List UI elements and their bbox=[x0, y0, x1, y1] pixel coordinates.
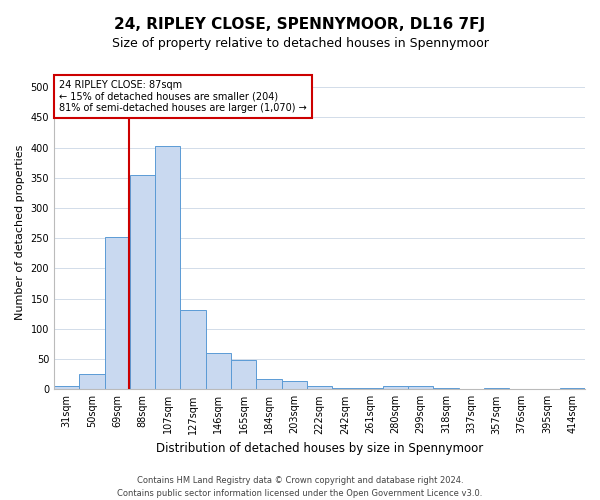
Y-axis label: Number of detached properties: Number of detached properties bbox=[15, 144, 25, 320]
Bar bbox=[560, 388, 585, 390]
Bar bbox=[458, 388, 484, 390]
Bar bbox=[130, 174, 155, 390]
Bar bbox=[358, 388, 383, 390]
Text: Size of property relative to detached houses in Spennymoor: Size of property relative to detached ho… bbox=[112, 38, 488, 51]
Bar bbox=[383, 386, 408, 390]
Bar bbox=[181, 310, 206, 390]
Bar bbox=[231, 360, 256, 390]
Bar bbox=[408, 386, 433, 390]
Bar bbox=[281, 381, 307, 390]
Text: Contains HM Land Registry data © Crown copyright and database right 2024.
Contai: Contains HM Land Registry data © Crown c… bbox=[118, 476, 482, 498]
Text: 24 RIPLEY CLOSE: 87sqm
← 15% of detached houses are smaller (204)
81% of semi-de: 24 RIPLEY CLOSE: 87sqm ← 15% of detached… bbox=[59, 80, 307, 113]
Bar bbox=[206, 353, 231, 390]
Bar bbox=[433, 388, 458, 390]
Bar bbox=[484, 388, 509, 390]
X-axis label: Distribution of detached houses by size in Spennymoor: Distribution of detached houses by size … bbox=[156, 442, 483, 455]
Bar bbox=[79, 374, 104, 390]
Bar bbox=[155, 146, 181, 390]
Bar bbox=[307, 386, 332, 390]
Bar bbox=[104, 237, 130, 390]
Bar bbox=[54, 386, 79, 390]
Bar bbox=[332, 388, 358, 390]
Text: 24, RIPLEY CLOSE, SPENNYMOOR, DL16 7FJ: 24, RIPLEY CLOSE, SPENNYMOOR, DL16 7FJ bbox=[115, 18, 485, 32]
Bar bbox=[256, 379, 281, 390]
